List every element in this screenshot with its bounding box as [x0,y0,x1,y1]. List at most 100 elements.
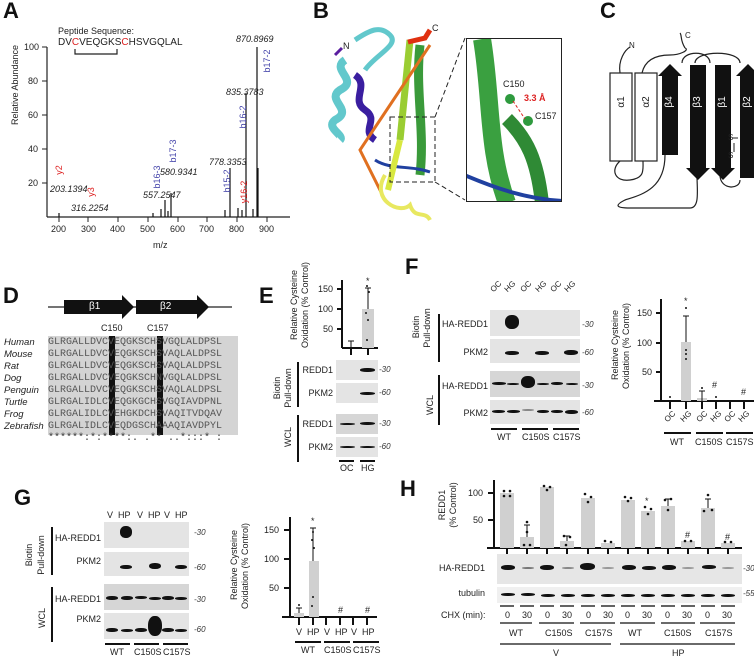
e-row-label: REDD1 [302,419,333,429]
disulfide-s-bottom: S [728,151,734,160]
inset-c150-label: C150 [503,79,525,89]
f-ytick: 50 [642,367,653,377]
g-row-label: PKM2 [76,614,101,624]
panel-d-label: D [3,283,19,308]
ribbon-n-terminus: N [343,41,350,51]
f-row-label: PKM2 [463,347,488,357]
peak-mz: 316.2254 [71,203,109,213]
f-sig-hash: # [712,380,718,390]
e-blot [336,383,378,403]
f-group-label: C150S [522,432,550,442]
g-mw: -30 [194,595,206,604]
h-sig-star: * [645,496,649,506]
g-sig-hash: # [338,605,344,615]
peak-mz: 557.2547 [143,190,181,200]
disulfide-bracket [74,49,118,55]
f-bar-chart [654,299,754,409]
f-ytick: 150 [637,308,653,318]
sequence-alignment: Human GLRGALLDVCVEQGKSCHSVGQLALDPSL Mouse… [0,336,240,446]
panel-e-label: E [259,283,274,308]
inset-distance: 3.3 Å [524,93,546,103]
e-ytick: 50 [323,324,334,334]
a-xtick: 400 [110,224,126,234]
h-row-label: tubulin [458,588,485,598]
f-blot [490,339,580,363]
e-ytick: 100 [318,304,334,314]
g-row-label: HA-REDD1 [54,533,101,543]
a-xlabel: m/z [153,240,168,250]
f-mw: -60 [582,408,594,417]
g-blot [104,613,189,639]
f-chart-group: WT [670,437,684,447]
d-c150-label: C150 [101,323,123,333]
a-xtick: 700 [199,224,215,234]
d-beta1-label: β1 [89,301,101,312]
peak-mz: 580.9341 [160,167,198,177]
h-group-label: C157S [585,628,613,638]
zoom-inset [466,38,562,202]
panel-h-label: H [400,476,416,501]
h-treatment-label: HP [672,648,685,658]
d-beta2-label: β2 [160,301,172,312]
peak-mz: 870.8969 [236,34,274,44]
e-blot [336,437,378,457]
g-chart-lanes: V HP V HP V HP [296,627,375,637]
h-treatment-label: V [553,648,560,658]
panel-c-label: C [600,0,616,23]
g-blot [104,522,189,548]
a-ytick-100: 100 [24,42,40,52]
f-ytick: 100 [637,338,653,348]
a-ytick-40: 40 [28,144,39,154]
a-ytick-60: 60 [28,110,39,120]
f-chart-group: C157S [726,437,754,447]
topology-diagram [609,32,754,209]
c150-column [109,336,115,435]
f-sig-star: * [684,296,688,306]
h-group-label: WT [628,628,642,638]
f-mw: -30 [582,381,594,390]
g-group-label: C150S [134,647,162,657]
a-xtick: 500 [140,224,156,234]
a-xtick: 600 [170,224,186,234]
e-mw: -60 [379,442,391,451]
e-mw: -60 [379,388,391,397]
e-row-label: REDD1 [302,365,333,375]
h-ytick: 50 [473,515,484,525]
protein-ribbon-structure [328,27,466,222]
a-xtick: 300 [81,224,97,234]
g-mw: -60 [194,563,206,572]
panel-a-label: A [3,0,19,23]
a-xtick: 800 [229,224,245,234]
g-ytick: 150 [264,525,280,535]
h-group-label: C150S [664,628,692,638]
chx-values: 0 30 0 30 0 30 0 30 0 30 0 30 [505,610,733,620]
e-mw: -30 [379,419,391,428]
g-row-label: HA-REDD1 [54,594,101,604]
g-chart-group: C150S [324,645,352,655]
h-row-label: HA-REDD1 [438,563,485,573]
e-mw: -30 [379,365,391,374]
e-bar-chart [337,280,378,355]
topology-n-label: N [629,41,635,50]
d-c157-label: C157 [147,323,169,333]
h-ytick: 100 [468,488,484,498]
e-blot [336,414,378,434]
a-xtick: 200 [51,224,67,234]
peptide-title: Peptide Sequence: [58,26,135,36]
g-row-label: PKM2 [76,556,101,566]
a-spectrum-chart [42,46,290,222]
h-group-label: C150S [545,628,573,638]
g-sig-hash: # [365,605,371,615]
e-lane: HG [361,463,375,473]
peak-mz: 835.3783 [226,87,264,97]
f-sig-hash: # [741,387,747,397]
e-row-label: PKM2 [308,388,333,398]
disulfide-s-top: S [728,133,734,142]
a-ytick-20: 20 [28,178,39,188]
g-group-label: WT [110,647,124,657]
h-blot-redd1 [497,554,742,584]
f-blot [490,310,580,336]
